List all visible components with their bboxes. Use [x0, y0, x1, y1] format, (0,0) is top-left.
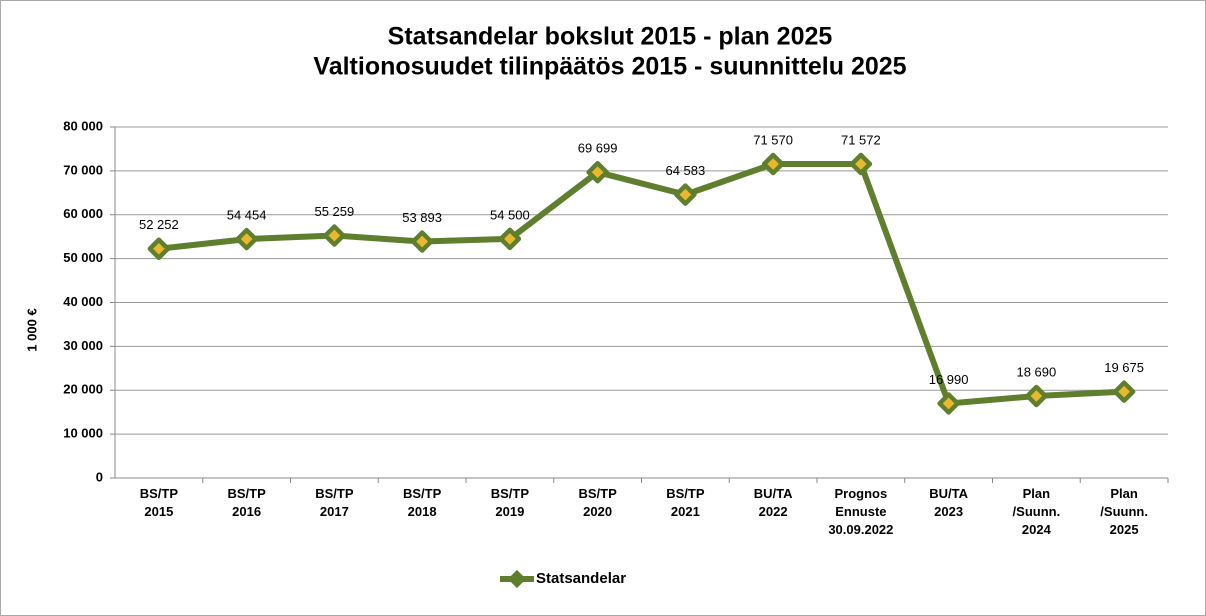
y-tick-label: 0	[96, 469, 103, 484]
chart-subtitle: Valtionosuudet tilinpäätös 2015 - suunni…	[313, 53, 906, 81]
y-tick-label: 20 000	[63, 382, 103, 397]
marker	[235, 227, 258, 251]
marker	[1025, 384, 1048, 408]
data-label: 16 990	[929, 372, 969, 387]
x-tick-label: Prognos Ennuste 30.09.2022	[828, 486, 893, 537]
y-tick-label: 10 000	[63, 426, 103, 441]
data-label: 18 690	[1016, 364, 1056, 379]
y-tick-label: 50 000	[63, 250, 103, 265]
legend-label: Statsandelar	[536, 570, 626, 587]
data-label: 71 572	[841, 132, 881, 147]
y-tick-label: 80 000	[63, 118, 103, 133]
x-tick-label: BU/TA 2023	[929, 486, 968, 519]
x-tick-label: BS/TP 2015	[140, 486, 179, 519]
chart-title: Statsandelar bokslut 2015 - plan 2025	[388, 23, 833, 51]
data-label: 55 259	[314, 204, 354, 219]
marker	[147, 237, 171, 260]
x-tick-label: BS/TP 2018	[403, 486, 442, 519]
x-tick-label: BS/TP 2017	[315, 486, 354, 519]
marker	[586, 160, 609, 184]
y-tick-label: 40 000	[63, 294, 103, 309]
data-label: 64 583	[665, 163, 705, 178]
data-label: 54 500	[490, 207, 530, 222]
marker	[1112, 380, 1136, 403]
x-tick-label: BS/TP 2019	[491, 486, 530, 519]
y-tick-label: 60 000	[63, 206, 103, 221]
marker	[323, 224, 346, 247]
data-label: 71 570	[753, 132, 793, 147]
data-label: 54 454	[227, 208, 267, 223]
y-axis-label: 1 000 €	[24, 308, 39, 351]
marker	[849, 152, 873, 176]
y-tick-label: 70 000	[63, 162, 103, 177]
marker	[410, 230, 434, 253]
y-tick-label: 30 000	[63, 338, 103, 353]
data-label: 52 252	[139, 217, 179, 232]
marker	[937, 392, 960, 415]
marker	[498, 227, 522, 251]
x-tick-label: BU/TA 2022	[754, 486, 793, 519]
legend-marker	[507, 569, 527, 589]
data-label: 19 675	[1104, 360, 1144, 375]
marker	[761, 152, 785, 176]
x-tick-label: Plan/Suunn. 2024	[1013, 486, 1061, 537]
series-line	[158, 160, 1125, 407]
data-label: 69 699	[578, 141, 618, 156]
x-tick-label: BS/TP 2021	[666, 486, 705, 519]
x-tick-label: Plan/Suunn. 2025	[1100, 486, 1148, 537]
data-label: 53 893	[402, 210, 442, 225]
x-tick-label: BS/TP 2016	[227, 486, 266, 519]
marker	[674, 183, 697, 206]
x-tick-label: BS/TP 2020	[578, 486, 617, 519]
